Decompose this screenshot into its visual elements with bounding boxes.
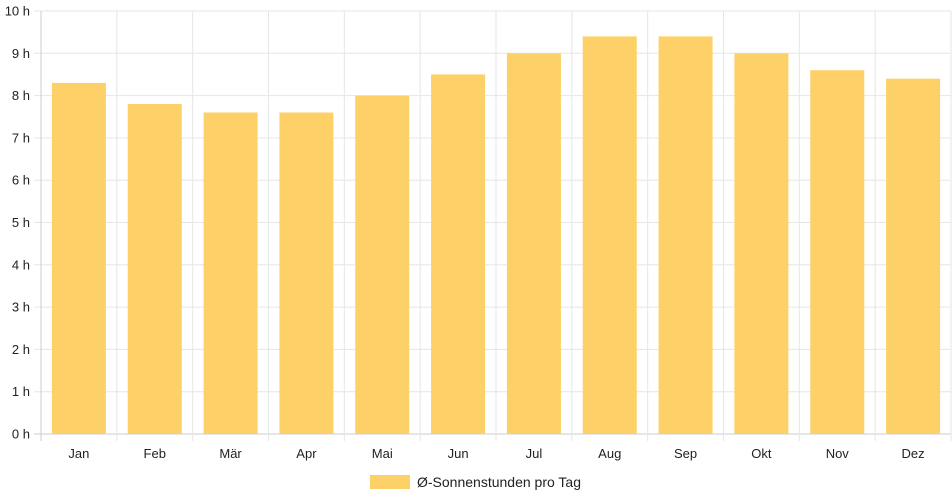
grid-lines (34, 10, 952, 441)
bar[interactable] (51, 82, 106, 434)
y-tick-label: 2 h (12, 342, 30, 357)
y-tick-label: 1 h (12, 384, 30, 399)
x-tick-label: Sep (674, 446, 697, 461)
bar[interactable] (658, 36, 713, 434)
y-tick-label: 10 h (5, 4, 30, 19)
x-tick-label: Nov (826, 446, 850, 461)
y-tick-label: 5 h (12, 215, 30, 230)
y-axis: 0 h 1 h 2 h 3 h 4 h 5 h 6 h 7 h 8 h 9 h 10 h (5, 4, 30, 442)
bar[interactable] (734, 53, 789, 435)
x-tick-label: Mär (219, 446, 242, 461)
x-tick-label: Apr (296, 446, 317, 461)
legend-label[interactable]: Ø-Sonnenstunden pro Tag (417, 474, 581, 490)
legend-swatch[interactable] (370, 475, 410, 489)
x-tick-label: Jan (68, 446, 89, 461)
y-tick-label: 7 h (12, 130, 30, 145)
x-tick-label: Aug (598, 446, 621, 461)
y-tick-label: 6 h (12, 173, 30, 188)
bar[interactable] (431, 74, 486, 434)
x-tick-label: Jul (526, 446, 543, 461)
bar[interactable] (355, 95, 410, 434)
bar[interactable] (279, 112, 334, 435)
y-tick-label: 8 h (12, 88, 30, 103)
x-tick-label: Okt (751, 446, 772, 461)
x-axis: Jan Feb Mär Apr Mai Jun Jul Aug Sep Okt Nov Dez (68, 446, 924, 461)
bars (51, 36, 941, 435)
x-tick-label: Mai (372, 446, 393, 461)
y-tick-label: 4 h (12, 257, 30, 272)
bar[interactable] (582, 36, 637, 434)
x-tick-label: Jun (448, 446, 469, 461)
x-tick-label: Feb (144, 446, 166, 461)
bar[interactable] (810, 70, 865, 434)
x-tick-label: Dez (902, 446, 925, 461)
bar[interactable] (127, 104, 182, 434)
y-tick-label: 9 h (12, 46, 30, 61)
y-tick-label: 3 h (12, 300, 30, 315)
bar[interactable] (203, 112, 258, 435)
y-tick-label: 0 h (12, 427, 30, 442)
bar[interactable] (886, 78, 941, 435)
legend[interactable]: Ø-Sonnenstunden pro Tag (370, 474, 581, 490)
bar[interactable] (506, 53, 561, 435)
